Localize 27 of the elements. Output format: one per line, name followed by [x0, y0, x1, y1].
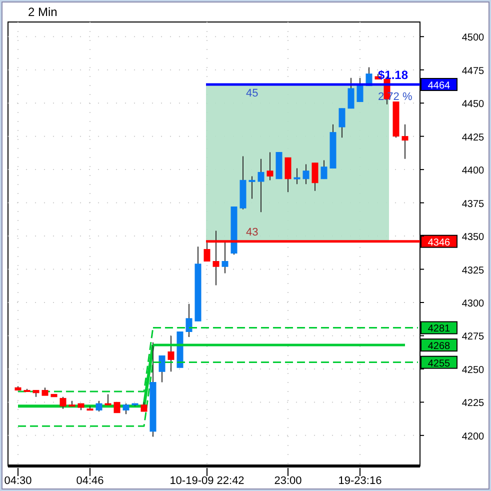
y-tick-label: 4425: [462, 132, 485, 144]
y-tick-label: 4500: [462, 32, 485, 44]
y-tick-label: 4225: [462, 398, 485, 410]
y-tick-label: 4300: [462, 298, 485, 310]
x-tick-label: 04:46: [76, 475, 104, 487]
ref-line-label: 4464: [428, 80, 451, 92]
ref-line-label: 4268: [428, 341, 451, 352]
y-tick-label: 4325: [462, 265, 485, 276]
y-tick-label: 4450: [462, 99, 485, 110]
annotation: 43: [246, 226, 258, 238]
ref-line-label: 4281: [428, 324, 451, 335]
x-tick-label: 04:30: [4, 475, 32, 487]
y-tick-label: 4200: [462, 431, 485, 442]
annotation: $1.18: [378, 68, 408, 82]
chart-title: 2 Min: [28, 5, 58, 19]
y-tick-label: 4275: [462, 332, 485, 343]
x-tick-label: 19-23:16: [338, 475, 382, 487]
y-tick-label: 4400: [462, 166, 485, 177]
x-tick-label: 10-19-09 22:42: [170, 475, 244, 487]
y-tick-label: 4250: [462, 364, 485, 376]
y-tick-label: 4475: [462, 66, 485, 77]
annotation: 45: [246, 87, 258, 100]
ref-line-label: 4255: [428, 358, 451, 370]
x-tick-label: 23:00: [274, 475, 302, 487]
y-tick-label: 4375: [462, 198, 485, 210]
ref-line-label: 4346: [428, 237, 451, 248]
y-tick-label: 4350: [462, 232, 485, 244]
